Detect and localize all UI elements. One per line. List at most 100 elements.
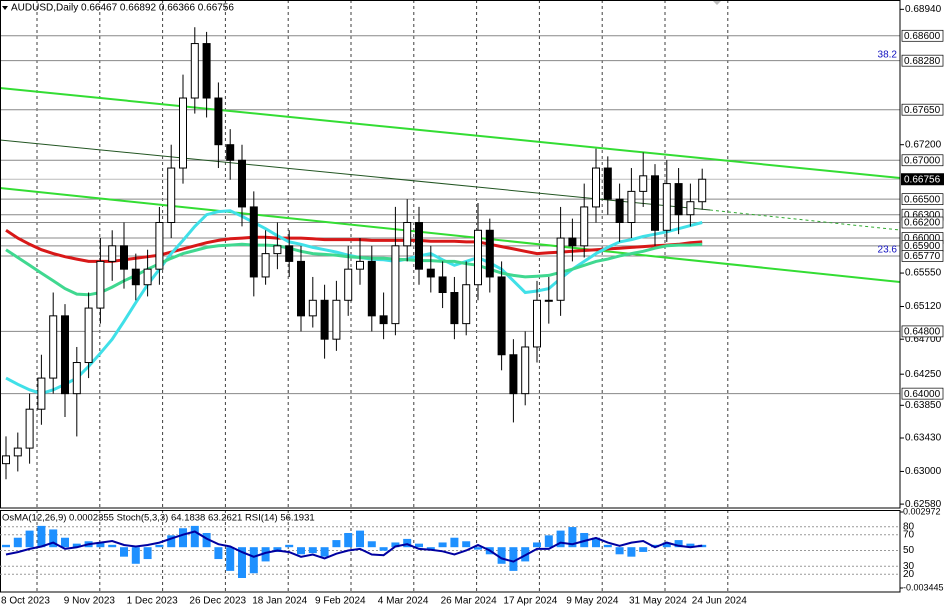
- level-tag: [901, 54, 944, 67]
- x-tick-label: 1 Dec 2023: [127, 596, 179, 607]
- candle-body: [214, 97, 223, 146]
- osma-bar: [96, 542, 105, 548]
- candle-body: [533, 299, 541, 348]
- osma-bar: [662, 542, 671, 548]
- candle: [403, 199, 412, 262]
- candle: [238, 144, 246, 227]
- candle-body: [2, 455, 10, 465]
- osma-bar: [533, 542, 541, 548]
- candle-body: [474, 229, 482, 286]
- candle-body: [131, 268, 140, 286]
- candle: [155, 206, 164, 285]
- candle-body: [580, 206, 589, 247]
- candle-body: [592, 167, 600, 208]
- level-label: 0.68280: [904, 56, 941, 67]
- x-tick-label: 18 Jan 2024: [252, 596, 307, 607]
- candle-body: [84, 307, 93, 364]
- candle-body: [627, 190, 636, 223]
- level-tag: [901, 325, 944, 338]
- candle: [651, 164, 659, 246]
- osma-bar: [49, 529, 58, 548]
- main-frame: [0, 0, 901, 509]
- indicator-tick-label: 70: [903, 529, 915, 540]
- osma-bar: [214, 547, 223, 560]
- osma-bar: [61, 537, 69, 548]
- indicator-tick-label: 80: [903, 521, 915, 532]
- osma-bar: [131, 547, 140, 564]
- candle-body: [686, 201, 695, 216]
- candle-body: [615, 198, 624, 223]
- y-tick-label: 0.65550: [905, 268, 942, 279]
- candle: [344, 245, 353, 316]
- osma-bar: [639, 547, 648, 552]
- osma-bar: [72, 543, 81, 548]
- candle: [96, 238, 105, 324]
- candle-body: [167, 167, 176, 223]
- candle-body: [403, 221, 412, 247]
- x-tick-label: 8 Oct 2023: [1, 596, 50, 607]
- candle: [580, 183, 589, 258]
- candle-body: [415, 221, 423, 270]
- candle: [639, 152, 648, 207]
- y-tick-label: 0.63000: [905, 466, 942, 477]
- candle-body: [344, 268, 353, 301]
- candle-body: [285, 245, 294, 262]
- candle: [568, 218, 577, 262]
- axis-layer: 8 Oct 2023 9 Nov 2023 1 Dec 2023 26 Dec 202…: [1, 4, 944, 607]
- candle-body: [651, 175, 659, 231]
- x-tick-label: 26 Mar 2024: [441, 596, 498, 607]
- candle-body: [603, 167, 612, 200]
- candle: [143, 249, 152, 297]
- level-label: 0.66300: [904, 210, 941, 221]
- candle: [627, 168, 636, 239]
- rsi-line: [5, 530, 703, 563]
- y-tick-label: 0.67200: [905, 139, 942, 150]
- level-tag: [901, 29, 944, 42]
- candle: [698, 168, 707, 210]
- candle: [84, 292, 93, 379]
- indicator-tick-label: 30: [903, 561, 915, 572]
- fibo-label: 38.2: [878, 50, 898, 61]
- level-label: 0.66000: [904, 233, 941, 244]
- osma-bar: [450, 537, 459, 548]
- candle-body: [37, 377, 46, 410]
- indicator-title: OsMA(12,26,9) 0.0002355 Stoch(5,3,3) 64.…: [2, 513, 315, 524]
- candle-body: [426, 268, 435, 278]
- candle: [108, 230, 117, 281]
- level-tag: [901, 250, 944, 262]
- indicator-tick-label: 0.002972: [903, 506, 941, 516]
- osma-bar: [25, 530, 34, 548]
- candle: [214, 82, 223, 169]
- candle-body: [96, 260, 105, 309]
- y-tick-label: 0.64250: [905, 369, 942, 380]
- candle: [556, 206, 565, 316]
- osma-bar: [686, 543, 695, 548]
- candle: [13, 432, 22, 472]
- osma-bar: [2, 544, 10, 548]
- osma-bar: [143, 547, 152, 560]
- osma-bar: [544, 535, 553, 548]
- candle: [497, 261, 506, 371]
- candle: [202, 31, 211, 118]
- indicator-tick-label: 20: [903, 569, 915, 580]
- candle: [367, 245, 376, 332]
- candle-body: [497, 276, 506, 356]
- osma-bar: [37, 525, 46, 548]
- level-layer: [0, 35, 900, 395]
- osma-bar: [415, 543, 423, 548]
- candle-body: [61, 315, 69, 395]
- x-tick-label: 17 Apr 2024: [503, 596, 557, 607]
- candle-body: [367, 260, 376, 317]
- candle: [297, 245, 305, 332]
- candle-layer: [2, 27, 707, 480]
- candle: [450, 276, 459, 340]
- y-tick-label: 0.68940: [905, 4, 942, 15]
- candle-body: [143, 268, 152, 286]
- candle: [2, 436, 10, 480]
- candle-body: [25, 408, 34, 449]
- candle-body: [521, 346, 530, 395]
- osma-bar: [674, 540, 683, 548]
- candle-body: [379, 315, 388, 325]
